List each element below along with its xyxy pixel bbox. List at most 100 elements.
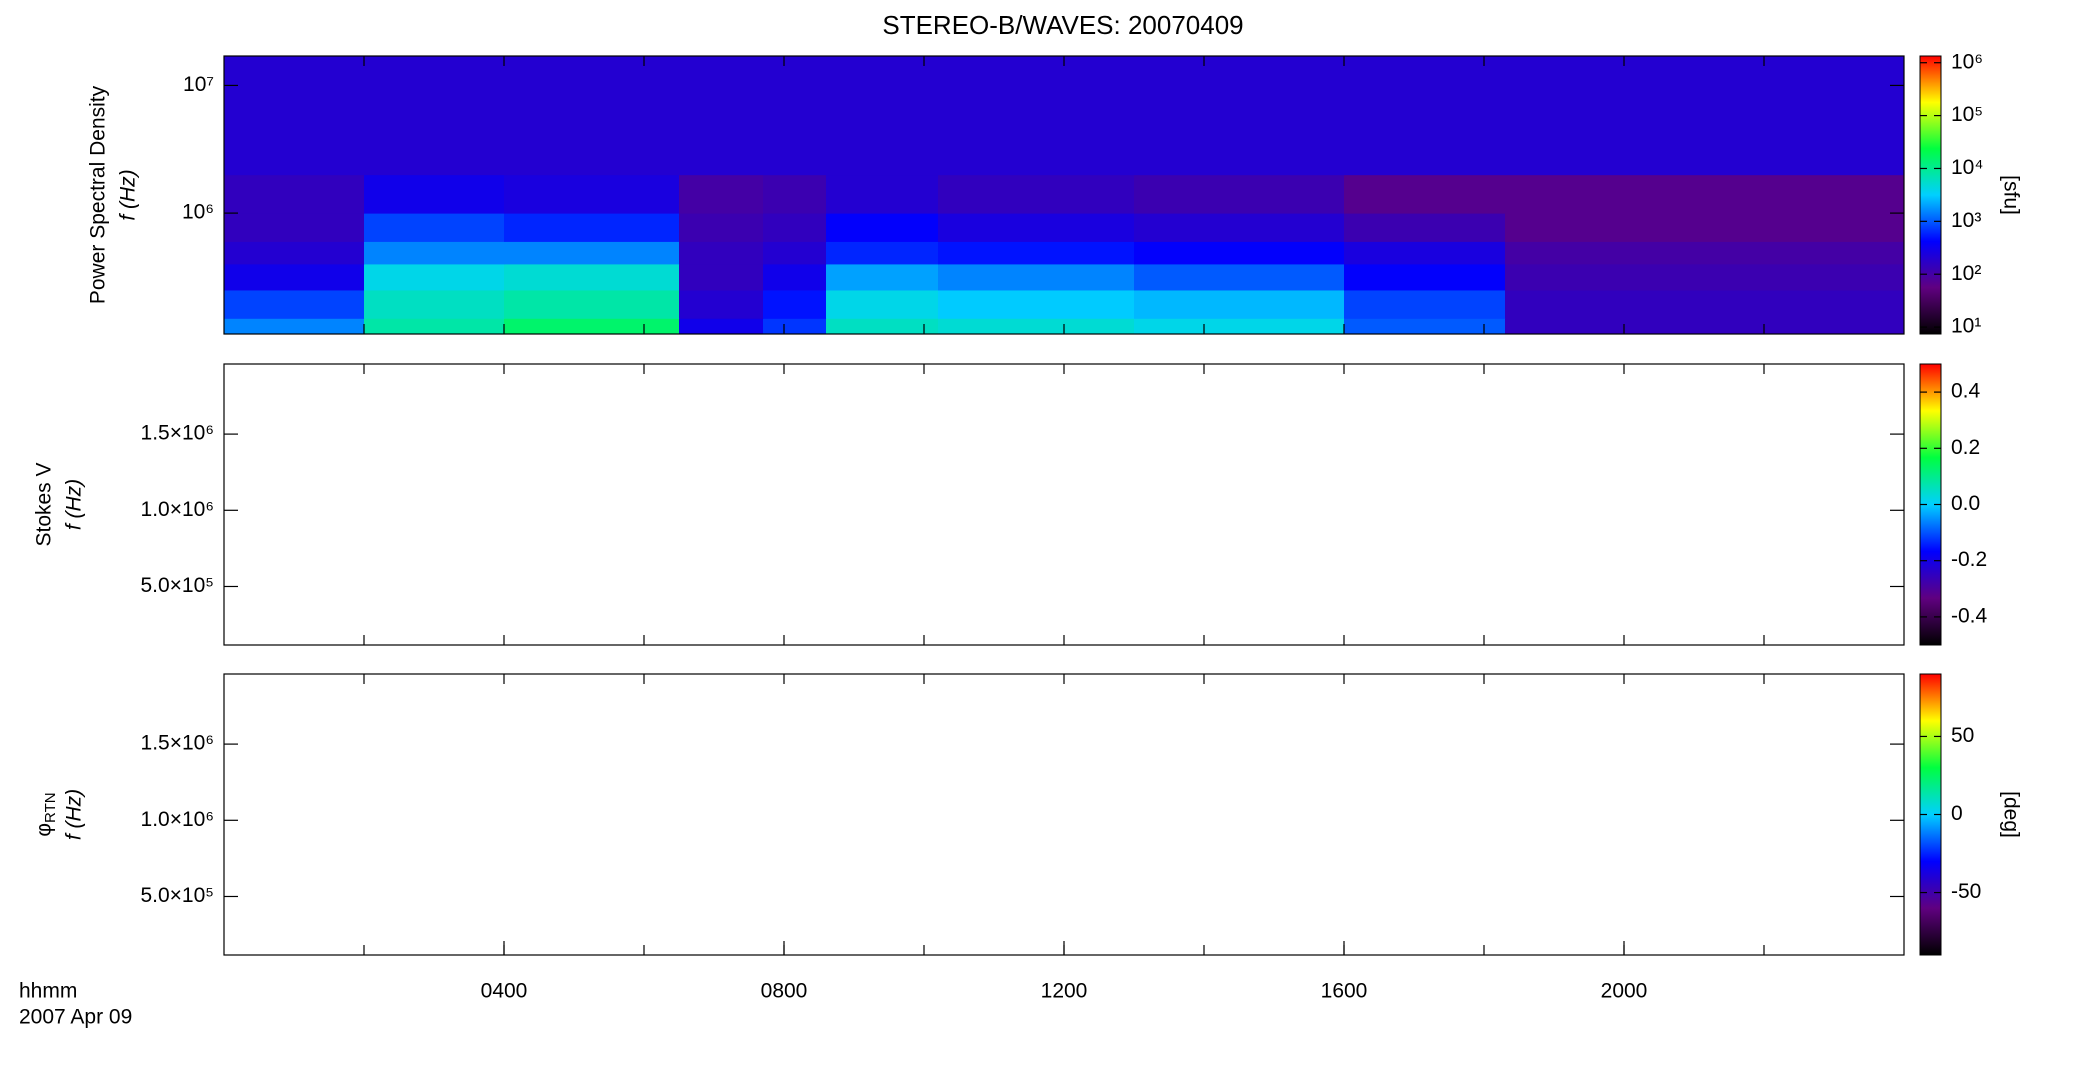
spectrogram-cell xyxy=(826,174,939,214)
x-axis-label: hhmm xyxy=(19,980,77,1003)
x-tick-label: 0400 xyxy=(481,980,528,1003)
spectrogram-cell xyxy=(679,56,764,176)
spectrogram-cell xyxy=(1694,318,1905,335)
colorbar-tick-label: 0.2 xyxy=(1951,436,1980,459)
spectrogram-cell xyxy=(224,213,365,242)
spectrogram-cell xyxy=(1505,263,1695,291)
spectrogram-cell xyxy=(938,289,1135,319)
plot-area xyxy=(224,674,1904,955)
spectrogram-cell xyxy=(1344,241,1506,265)
spectrogram-cell xyxy=(364,263,505,291)
spectrogram-cell xyxy=(224,56,365,176)
spectrogram-cell xyxy=(1134,56,1345,176)
spectrogram-cell xyxy=(763,241,827,265)
y-axis-label-sub: RTN xyxy=(42,792,59,823)
spectrogram-cell xyxy=(1134,174,1345,214)
spectrogram-cell xyxy=(1344,318,1506,335)
y-tick-label: 1.0×10⁶ xyxy=(141,498,214,521)
y-tick-label: 10⁷ xyxy=(183,73,214,96)
spectrogram-cell xyxy=(504,241,680,265)
x-tick-label: 0800 xyxy=(761,980,808,1003)
spectrogram-cell xyxy=(224,289,365,319)
spectrogram-cell xyxy=(364,318,505,335)
spectrogram-cell xyxy=(763,289,827,319)
spectrogram-cell xyxy=(679,213,764,242)
x-tick-label: 1600 xyxy=(1321,980,1368,1003)
spectrogram-cell xyxy=(1505,318,1695,335)
spectrogram-cell xyxy=(763,56,827,176)
spectrogram-cell xyxy=(224,174,365,214)
x-axis-date: 2007 Apr 09 xyxy=(19,1006,132,1029)
colorbar-tick-label: -0.2 xyxy=(1951,548,1987,571)
spectrogram-cell xyxy=(826,56,939,176)
spectrogram-cell xyxy=(504,213,680,242)
spectrogram-cell xyxy=(826,213,939,242)
y-axis-label: f (Hz) xyxy=(63,789,86,840)
spectrogram-cell xyxy=(1694,56,1905,176)
x-tick-label: 2000 xyxy=(1601,980,1648,1003)
y-tick-label: 1.5×10⁶ xyxy=(141,422,214,445)
chart-title: STEREO-B/WAVES: 20070409 xyxy=(882,10,1243,40)
spectrogram-cell xyxy=(763,213,827,242)
y-axis-label: f (Hz) xyxy=(63,479,86,530)
spectrogram-cell xyxy=(679,289,764,319)
spectrogram-cell xyxy=(504,56,680,176)
spectrogram-cell xyxy=(1694,174,1905,214)
spectrogram-cell xyxy=(1505,213,1695,242)
spectrogram-cell xyxy=(938,174,1135,214)
y-tick-label: 1.5×10⁶ xyxy=(141,732,214,755)
spectrogram-cell xyxy=(1694,213,1905,242)
spectrogram-cell xyxy=(826,241,939,265)
spectrogram-cell xyxy=(679,241,764,265)
colorbar-label: [deg] xyxy=(1999,791,2022,838)
spectrogram-cell xyxy=(679,263,764,291)
y-axis-label: Stokes V xyxy=(33,462,56,546)
spectrogram-cell xyxy=(826,289,939,319)
spectrogram-cell xyxy=(763,263,827,291)
spectrogram-cell xyxy=(938,241,1135,265)
spectrogram-cell xyxy=(938,318,1135,335)
spectrogram-cell xyxy=(1134,263,1345,291)
spectrogram-cell xyxy=(1344,263,1506,291)
colorbar-tick-label: 10⁴ xyxy=(1951,156,1983,179)
y-axis-label: φRTN xyxy=(33,792,59,836)
spectrogram-cell xyxy=(1344,289,1506,319)
spectrogram-cell xyxy=(763,174,827,214)
spectrogram-cell xyxy=(938,263,1135,291)
colorbar-tick-label: 0.0 xyxy=(1951,492,1980,515)
spectrogram-cell xyxy=(1344,174,1506,214)
colorbar-tick-label: 50 xyxy=(1951,724,1974,747)
spectrogram-cell xyxy=(938,213,1135,242)
spectrogram-cell xyxy=(1505,289,1695,319)
y-axis-label: f (Hz) xyxy=(117,169,140,220)
spectrogram-cell xyxy=(826,263,939,291)
colorbar xyxy=(1919,55,1942,335)
spectrogram-cell xyxy=(826,318,939,335)
spectrogram-cell xyxy=(1505,241,1695,265)
spectrogram-cell xyxy=(763,318,827,335)
spectrogram-cell xyxy=(1694,241,1905,265)
spectrogram-cell xyxy=(504,263,680,291)
colorbar-tick-label: -0.4 xyxy=(1951,604,1988,627)
colorbar-tick-label: 10⁶ xyxy=(1951,50,1983,73)
colorbar-tick-label: 0.4 xyxy=(1951,380,1981,403)
colorbar-tick-label: -50 xyxy=(1951,880,1981,903)
y-tick-label: 5.0×10⁵ xyxy=(140,574,214,597)
y-tick-label: 10⁶ xyxy=(182,201,214,224)
y-tick-label: 1.0×10⁶ xyxy=(141,808,214,831)
spectrogram-cell xyxy=(504,318,680,335)
colorbar-tick-label: 10² xyxy=(1951,262,1981,285)
spectrogram-cell xyxy=(364,56,505,176)
y-tick-label: 5.0×10⁵ xyxy=(140,884,214,907)
spectrogram-cell xyxy=(1134,241,1345,265)
spectrogram-cell xyxy=(1505,56,1695,176)
spectrogram-cell xyxy=(1505,174,1695,214)
spectrogram-cell xyxy=(1694,289,1905,319)
spectrogram-cell xyxy=(504,174,680,214)
spectrogram-cell xyxy=(1344,56,1506,176)
spectrogram-cell xyxy=(679,318,764,335)
spectrogram-cell xyxy=(364,213,505,242)
colorbar-tick-label: 10¹ xyxy=(1951,315,1981,338)
